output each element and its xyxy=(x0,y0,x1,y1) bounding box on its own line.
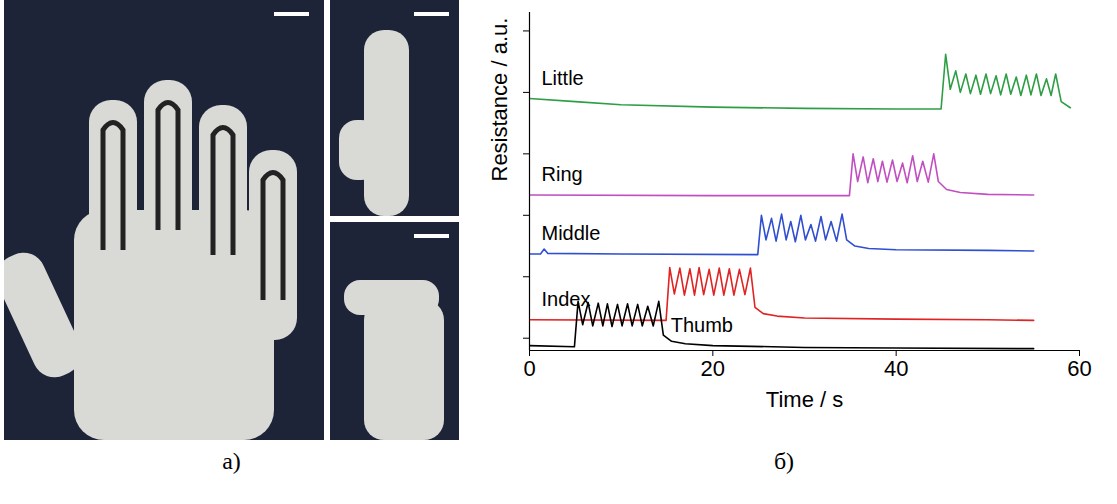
svg-text:Time / s: Time / s xyxy=(766,387,843,412)
svg-text:0: 0 xyxy=(523,356,535,381)
svg-text:Ring: Ring xyxy=(542,163,583,185)
svg-text:20: 20 xyxy=(701,356,725,381)
html-text:б): б) xyxy=(773,448,795,474)
html-text:а): а) xyxy=(222,448,241,474)
svg-text:Resistance / a.u.: Resistance / a.u. xyxy=(487,18,512,182)
svg-text:Little: Little xyxy=(542,67,584,89)
svg-text:Middle: Middle xyxy=(542,222,601,244)
svg-text:Thumb: Thumb xyxy=(671,314,733,336)
svg-text:60: 60 xyxy=(1067,356,1091,381)
svg-text:Index: Index xyxy=(542,288,591,310)
svg-text:40: 40 xyxy=(884,356,908,381)
